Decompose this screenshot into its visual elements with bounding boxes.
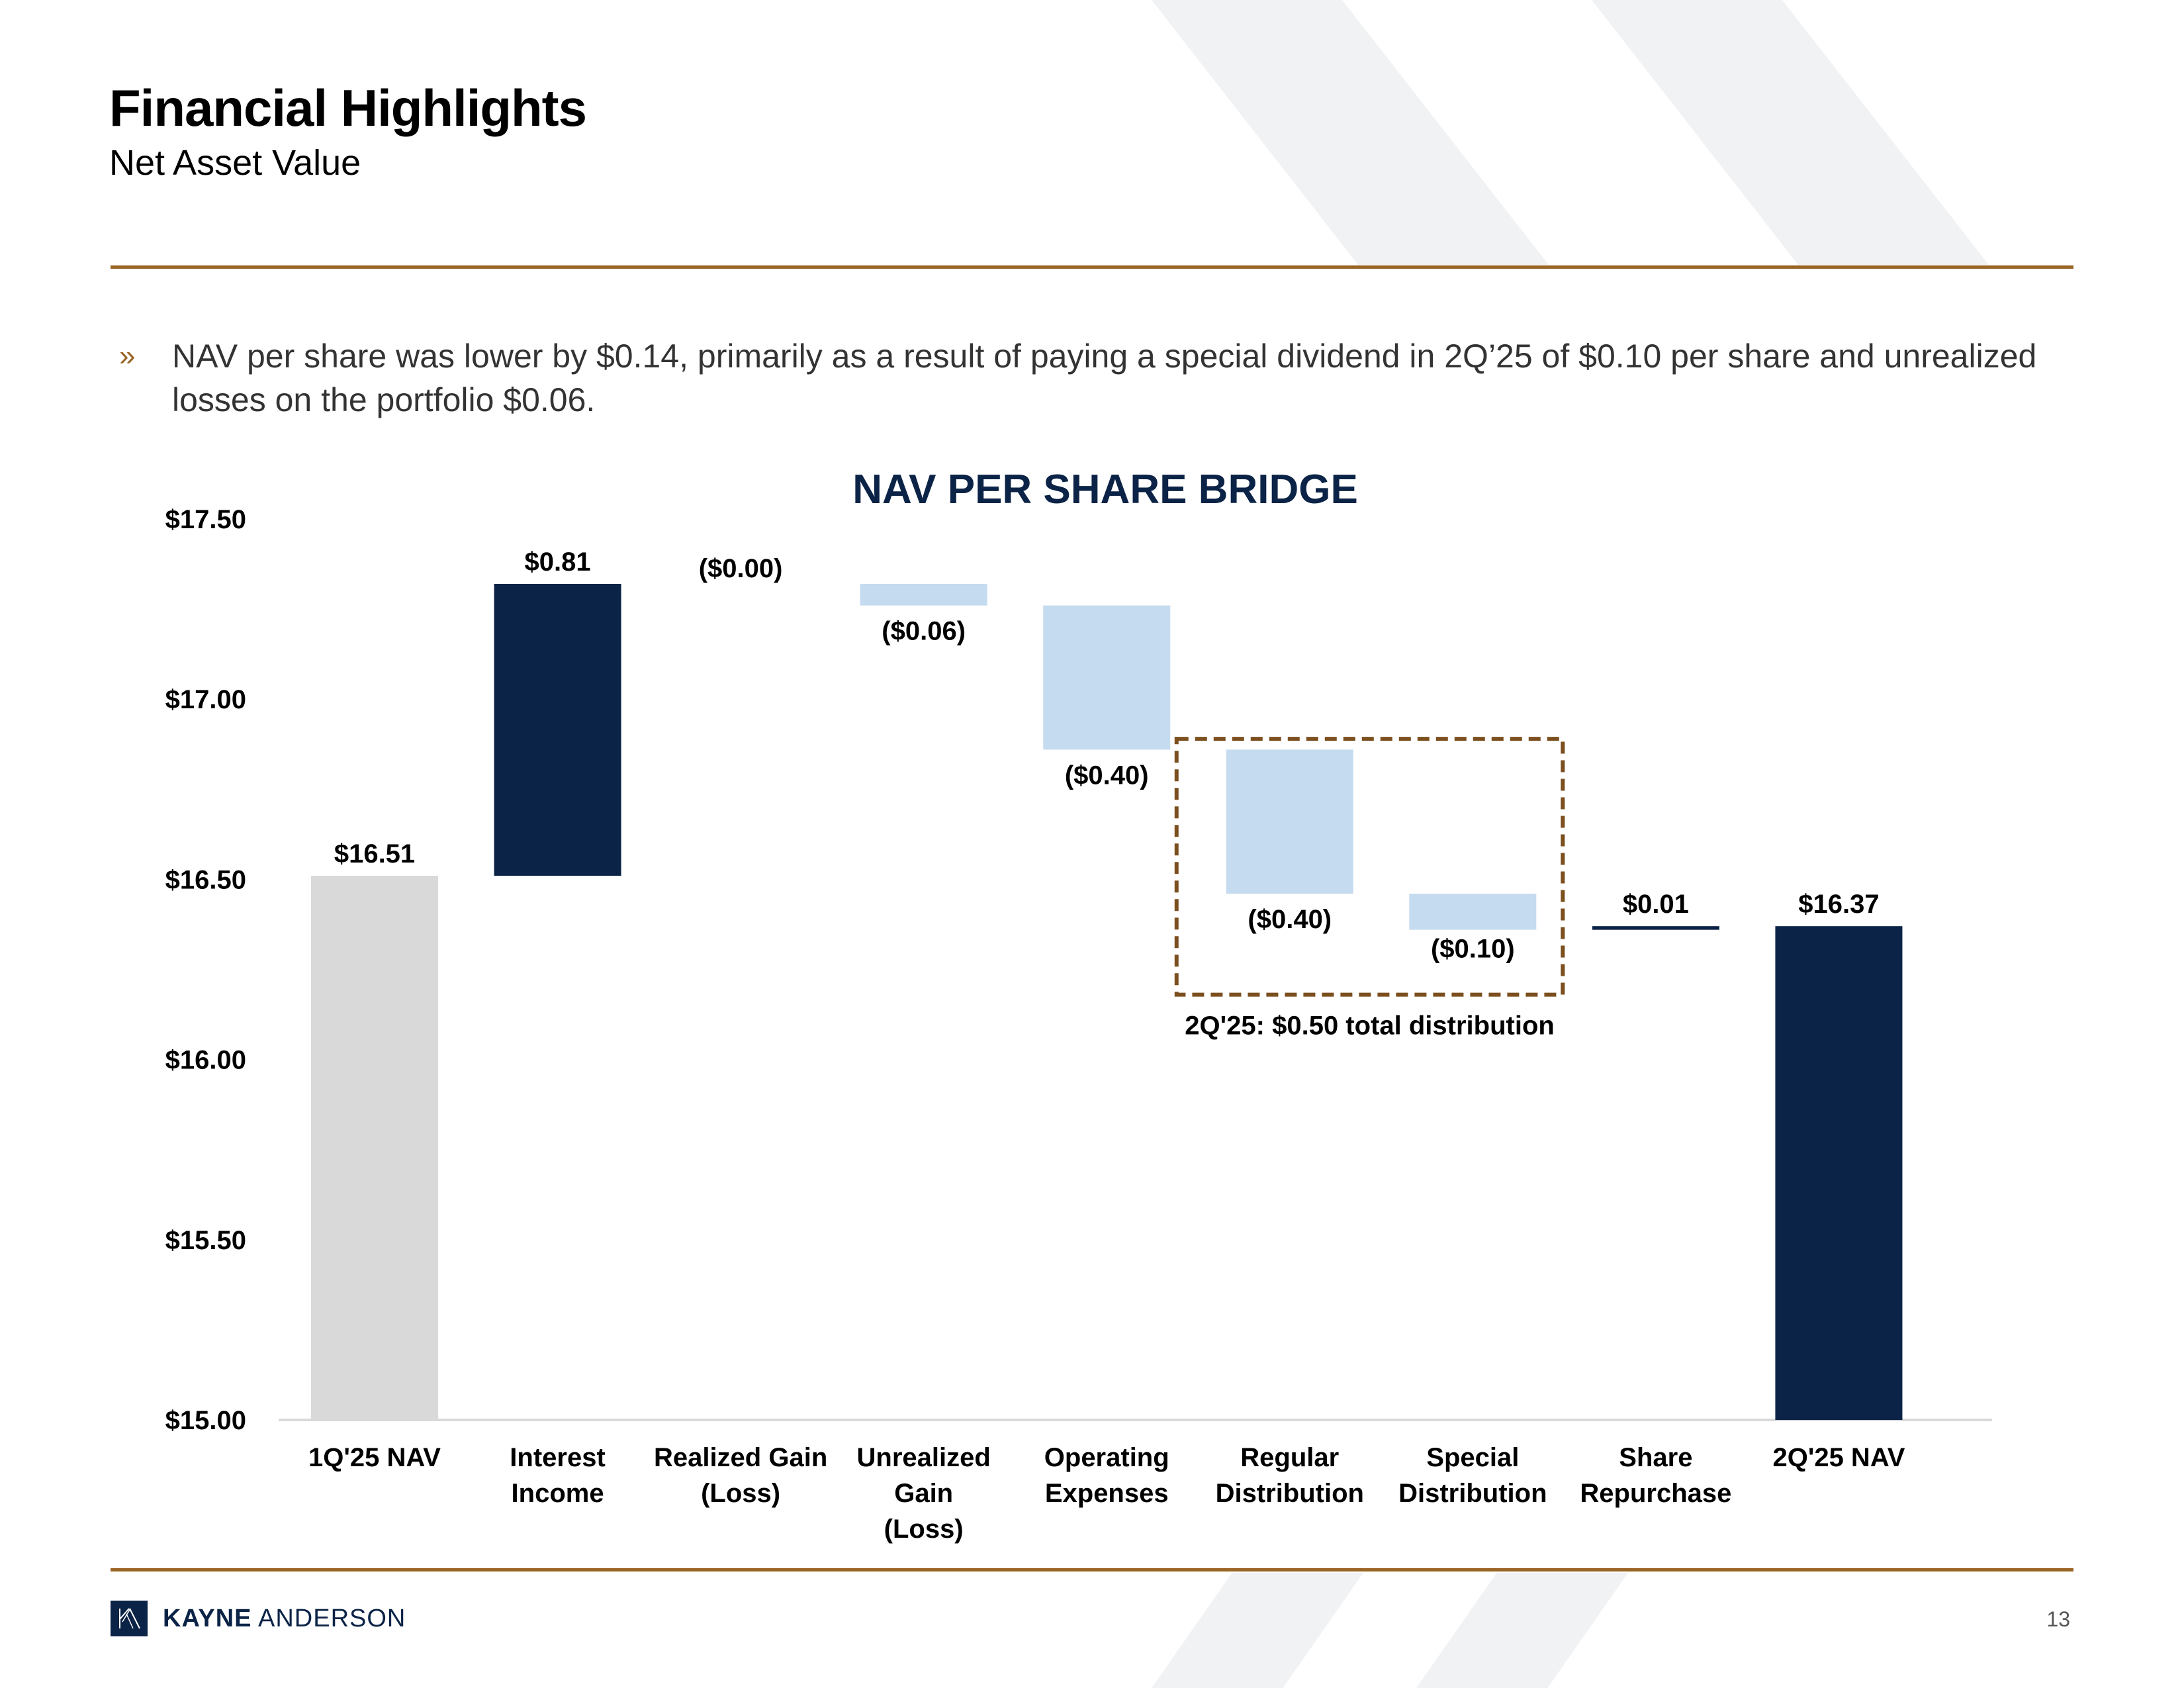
x-tick-label: Special xyxy=(1426,1443,1519,1472)
bar-regular-distribution xyxy=(1226,749,1353,894)
y-tick-label: $17.50 xyxy=(165,505,246,534)
annotation-layer: 2Q'25: $0.50 total distribution xyxy=(1174,737,1565,1041)
x-tick-label: Distribution xyxy=(1398,1479,1547,1508)
x-tick-label: Expenses xyxy=(1045,1479,1169,1508)
data-label: ($0.10) xyxy=(1431,935,1515,964)
bars xyxy=(311,583,1903,1420)
data-label: ($0.00) xyxy=(699,554,783,583)
brand-name-light: ANDERSON xyxy=(258,1605,406,1632)
distribution-dashed-box xyxy=(1174,737,1565,997)
y-tick-label: $15.50 xyxy=(165,1226,246,1255)
x-tick-label: Gain xyxy=(894,1479,953,1508)
page-number: 13 xyxy=(2046,1607,2070,1631)
y-tick-label: $16.50 xyxy=(165,865,246,894)
x-tick-label: Realized Gain xyxy=(654,1443,827,1472)
brand-name-bold: KAYNE xyxy=(163,1605,252,1632)
bar-interest-income xyxy=(494,583,621,876)
x-tick-label: 2Q'25 NAV xyxy=(1772,1443,1905,1472)
summary-text: NAV per share was lower by $0.14, primar… xyxy=(172,338,2037,418)
x-tick-label: Interest xyxy=(510,1443,606,1472)
y-tick-label: $16.00 xyxy=(165,1046,246,1075)
kayne-anderson-logo-icon xyxy=(111,1601,148,1636)
x-tick-label: (Loss) xyxy=(884,1515,964,1544)
header-divider xyxy=(111,265,2073,269)
x-tick-label: (Loss) xyxy=(701,1479,780,1508)
page-subtitle: Net Asset Value xyxy=(109,143,361,183)
data-label: $0.81 xyxy=(525,547,591,577)
x-tick-label: 1Q'25 NAV xyxy=(308,1443,441,1472)
data-labels: $16.51 $0.81 ($0.00) ($0.06) ($0.40) ($0.40) (… xyxy=(334,547,1880,964)
x-tick-label: Share xyxy=(1619,1443,1692,1472)
bar-unrealized-gain-loss xyxy=(860,583,987,606)
data-label: ($0.40) xyxy=(1248,905,1332,934)
x-tick-label: Distribution xyxy=(1216,1479,1364,1508)
data-label: $16.37 xyxy=(1798,890,1879,919)
x-axis: 1Q'25 NAV Interest Income Realized Gain (Los… xyxy=(308,1443,1905,1544)
y-tick-label: $17.00 xyxy=(165,685,246,714)
bullet-icon: » xyxy=(119,340,136,372)
x-tick-label: Repurchase xyxy=(1580,1479,1731,1508)
chart-title: NAV PER SHARE BRIDGE xyxy=(852,467,1358,512)
bar-share-repurchase xyxy=(1592,926,1719,930)
data-label: $0.01 xyxy=(1623,890,1689,919)
x-tick-label: Operating xyxy=(1044,1443,1169,1472)
bar-1q-25-nav xyxy=(311,875,438,1420)
x-tick-label: Regular xyxy=(1240,1443,1339,1472)
y-tick-label: $15.00 xyxy=(165,1406,246,1435)
footer-divider xyxy=(111,1568,2073,1571)
bar-special-distribution xyxy=(1409,894,1537,930)
distribution-annotation: 2Q'25: $0.50 total distribution xyxy=(1185,1011,1555,1041)
x-tick-label: Income xyxy=(512,1479,604,1508)
data-label: ($0.06) xyxy=(882,617,966,646)
data-label: ($0.40) xyxy=(1065,761,1149,790)
data-label: $16.51 xyxy=(334,839,415,868)
x-tick-label: Unrealized xyxy=(857,1443,991,1472)
brand-name: KAYNE ANDERSON xyxy=(163,1605,406,1633)
bar-operating-expenses xyxy=(1043,605,1171,750)
page-title: Financial Highlights xyxy=(109,79,587,137)
bar-2q-25-nav xyxy=(1775,926,1903,1420)
y-axis: $15.00 $15.50 $16.00 $16.50 $17.00 $17.50 xyxy=(165,505,246,1435)
